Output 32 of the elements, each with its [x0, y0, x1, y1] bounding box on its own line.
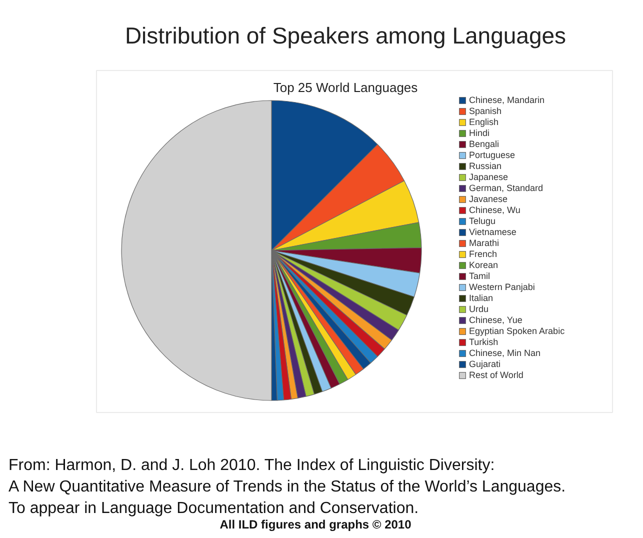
chart-title: Distribution of Speakers among Languages	[124, 22, 566, 48]
legend-label: Egyptian Spoken Arabic	[469, 325, 565, 336]
legend-label: Korean	[469, 259, 498, 270]
legend-label: Spanish	[469, 105, 502, 116]
legend-label: Italian	[469, 292, 494, 303]
legend-label: English	[469, 116, 499, 127]
legend-label: Russian	[469, 160, 502, 171]
legend-label: Western Panjabi	[469, 281, 535, 292]
legend-label: Rest of World	[469, 369, 524, 380]
legend-label: German, Standard	[469, 182, 544, 193]
legend-label: Hindi	[469, 127, 490, 138]
legend-label: Vietnamese	[469, 226, 516, 237]
legend-label: Javanese	[469, 193, 508, 204]
legend-label: Marathi	[469, 237, 500, 248]
legend-label: Turkish	[469, 336, 498, 347]
text: All ILD figures and graphs © 2010	[220, 518, 412, 532]
legend-label: Portuguese	[469, 149, 516, 160]
legend-label: Gujarati	[469, 358, 501, 369]
legend-label: Telugu	[469, 215, 496, 226]
legend-label: Japanese	[469, 171, 508, 182]
text: A New Quantitative Measure of Trends in the Status of the World’s Languages.	[8, 478, 566, 496]
legend-label: French	[469, 248, 498, 259]
legend-label: Bengali	[469, 138, 500, 149]
legend-label: Chinese, Yue	[469, 314, 522, 325]
legend-label: Tamil	[469, 270, 490, 281]
legend-label: Chinese, Mandarin	[469, 94, 545, 105]
legend-label: Urdu	[469, 303, 489, 314]
chart-subtitle: Top 25 World Languages	[273, 80, 418, 95]
legend-label: Chinese, Min Nan	[469, 347, 541, 358]
legend-label: Chinese, Wu	[469, 204, 520, 215]
text: From: Harmon, D. and J. Loh 2010. The Index of Linguistic Diversity:	[8, 457, 495, 474]
text: To appear in Language Documentation and Conservation.	[8, 500, 419, 517]
